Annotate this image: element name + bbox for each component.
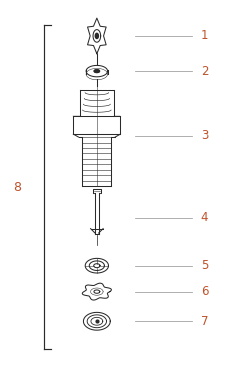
Polygon shape [95,33,98,38]
Polygon shape [86,65,108,77]
Text: 4: 4 [201,211,208,224]
Text: 5: 5 [201,259,208,272]
Text: 6: 6 [201,285,208,298]
Polygon shape [95,193,99,234]
Text: 8: 8 [13,181,21,193]
Polygon shape [91,229,103,233]
Text: 1: 1 [201,29,208,42]
Text: 7: 7 [201,315,208,328]
Polygon shape [93,30,101,42]
Polygon shape [93,189,101,193]
Polygon shape [94,70,99,73]
Text: 2: 2 [201,65,208,78]
Text: 3: 3 [201,129,208,142]
Polygon shape [88,18,106,54]
